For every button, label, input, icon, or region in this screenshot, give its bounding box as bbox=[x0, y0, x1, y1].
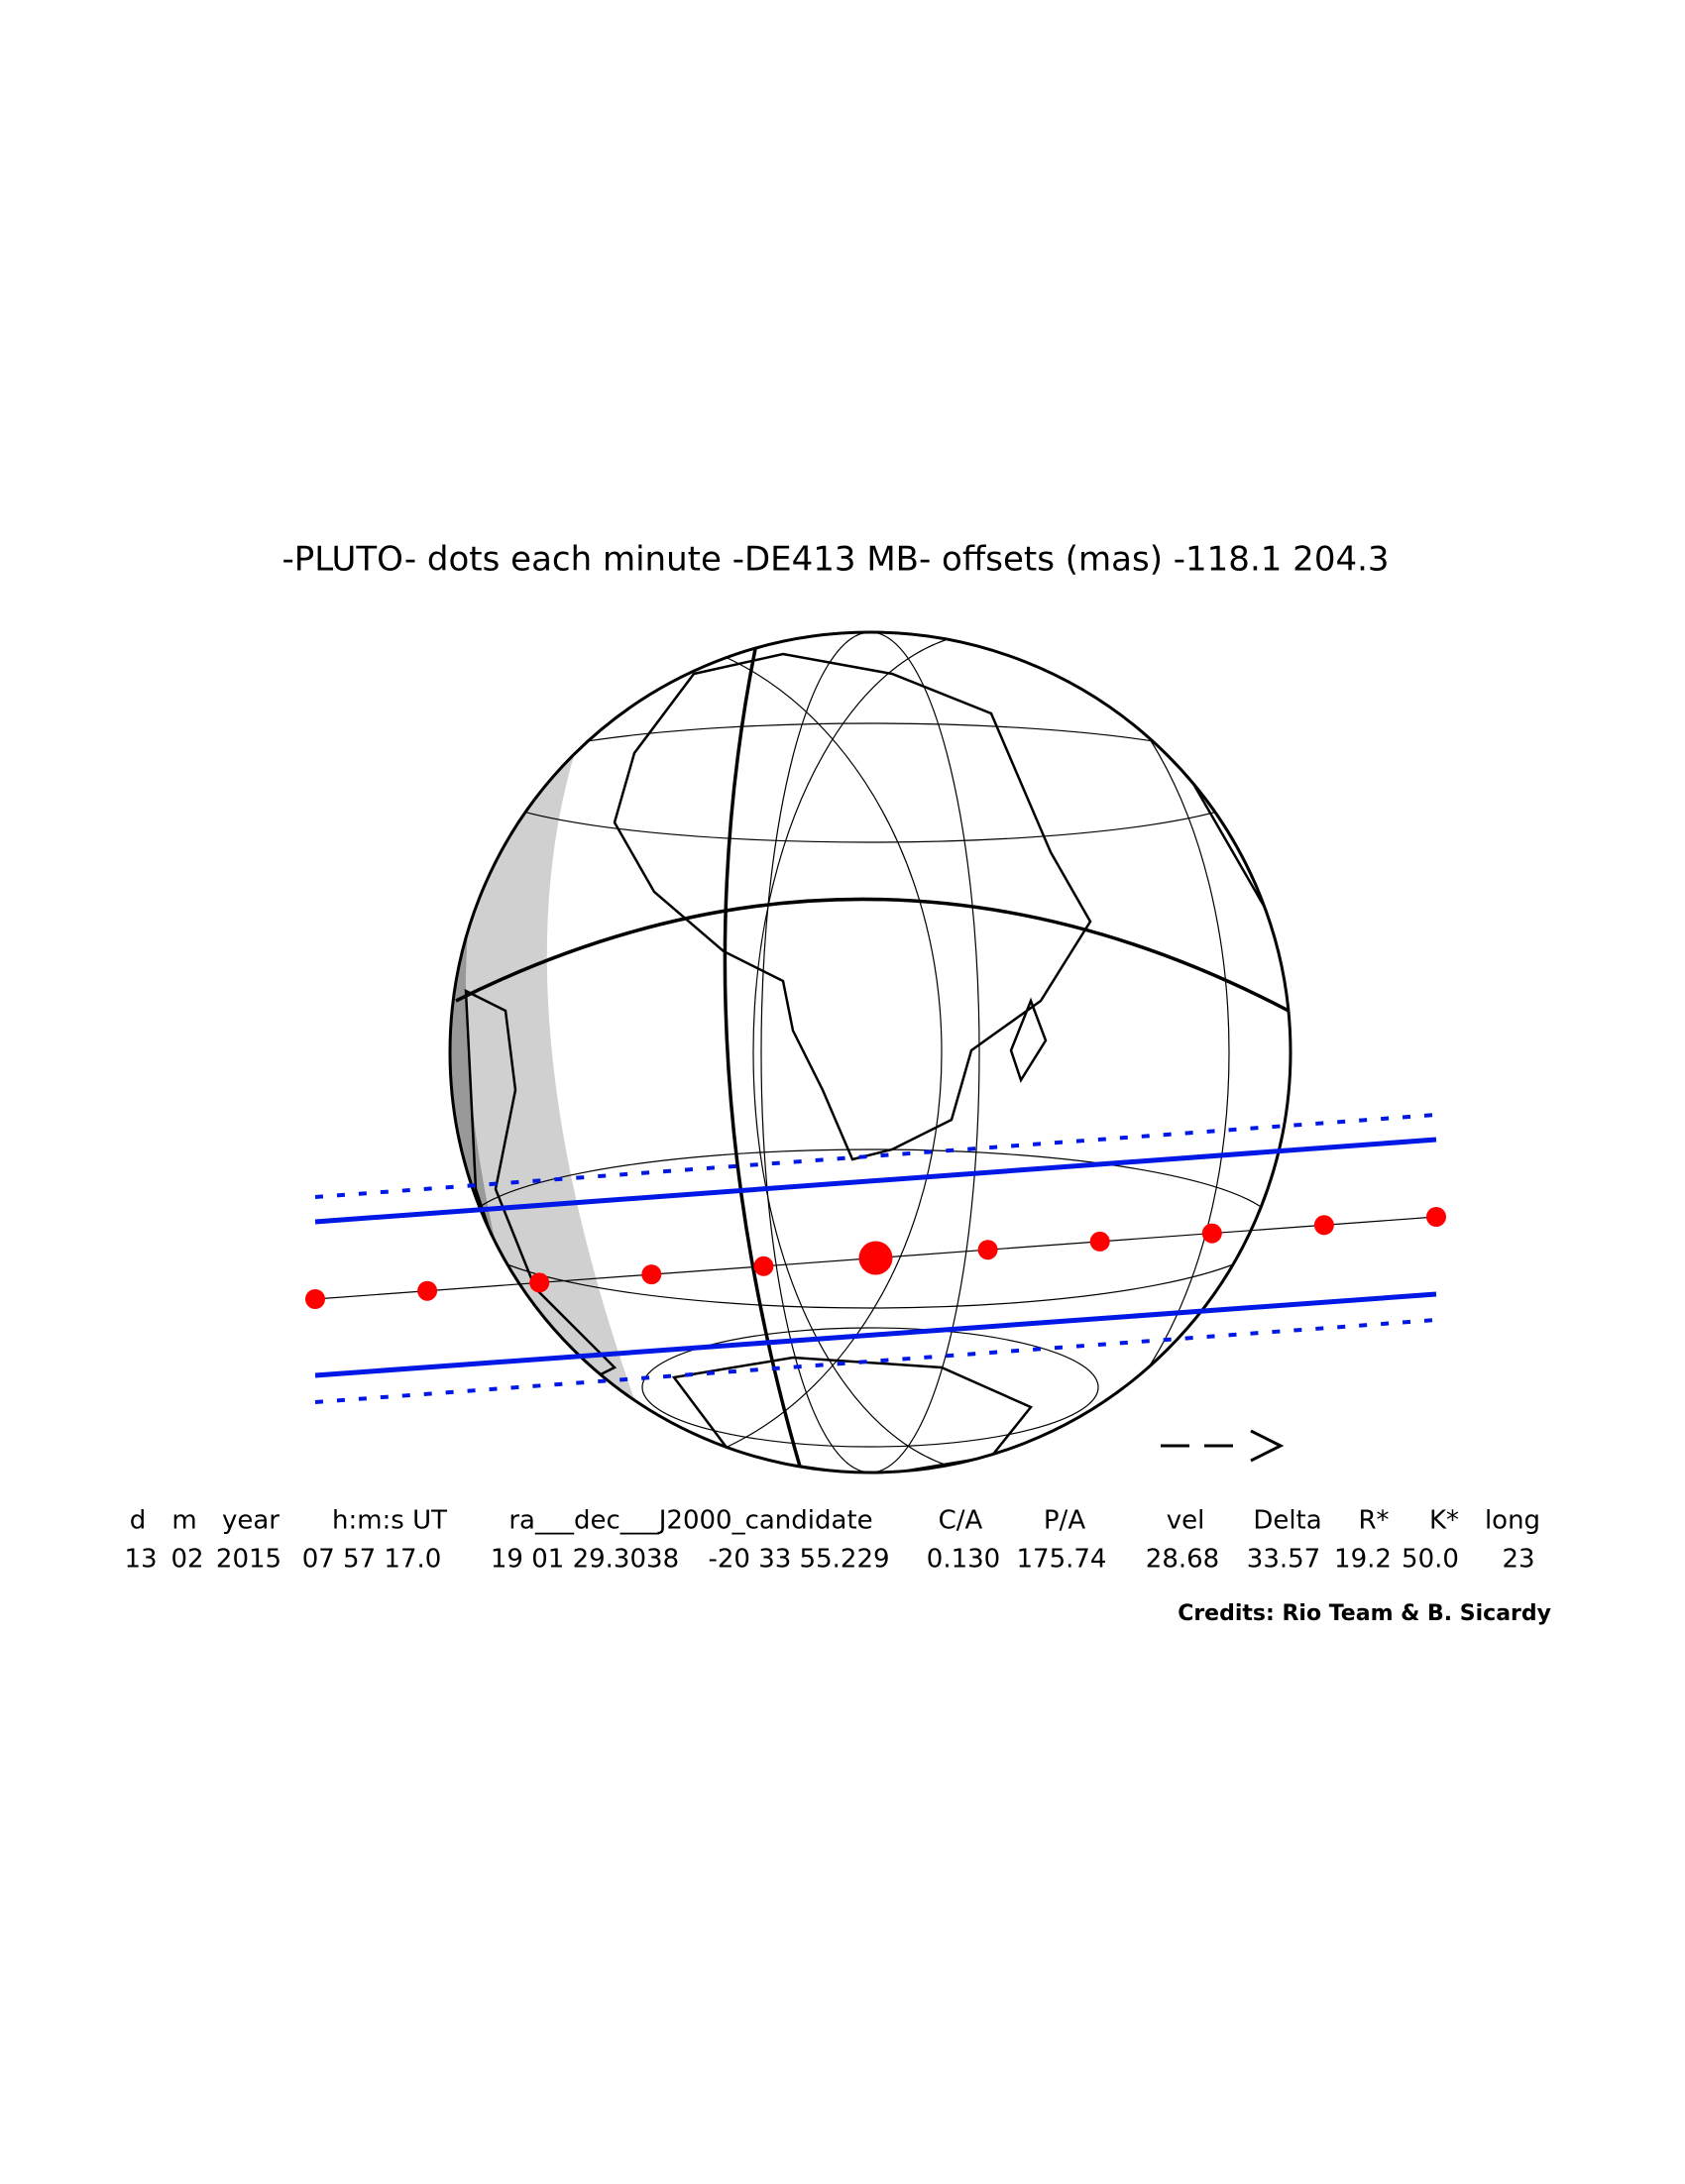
direction-arrow bbox=[1161, 1429, 1285, 1463]
table-header: P/A bbox=[1044, 1506, 1085, 1536]
twilight-shade bbox=[466, 644, 644, 1447]
minute-dot bbox=[1426, 1207, 1446, 1227]
central-meridian bbox=[723, 633, 805, 1473]
minute-dot bbox=[1201, 1223, 1222, 1244]
minute-dot bbox=[1313, 1215, 1334, 1236]
table-header: year bbox=[222, 1506, 280, 1536]
data-table: d m year h:m:s UT ra___dec___J2000_candidate… bbox=[124, 1506, 1540, 1575]
minute-dot bbox=[641, 1264, 662, 1285]
table-cell: -20 33 55.229 bbox=[708, 1545, 889, 1575]
globe-outline bbox=[448, 630, 1292, 1474]
minute-dots bbox=[305, 1207, 1446, 1309]
minute-dot bbox=[977, 1240, 998, 1260]
table-header: ra___dec___J2000_candidate bbox=[508, 1506, 872, 1536]
equator bbox=[455, 897, 1290, 1013]
table-cell: 23 bbox=[1502, 1545, 1534, 1575]
minute-dot bbox=[305, 1289, 325, 1309]
minute-dot bbox=[858, 1241, 893, 1275]
table-header: h:m:s UT bbox=[332, 1506, 447, 1536]
table-cell: 07 57 17.0 bbox=[302, 1545, 442, 1575]
table-cell: 19.2 bbox=[1334, 1545, 1392, 1575]
table-cell: 28.68 bbox=[1146, 1545, 1219, 1575]
minute-dot bbox=[417, 1280, 438, 1301]
table-header: d bbox=[130, 1506, 147, 1536]
table-cell: 2015 bbox=[216, 1545, 281, 1575]
table-header: vel bbox=[1167, 1506, 1205, 1536]
table-cell: 19 01 29.3038 bbox=[491, 1545, 679, 1575]
occultation-track bbox=[305, 1113, 1446, 1404]
table-cell: 175.74 bbox=[1017, 1545, 1107, 1575]
table-cell: 0.130 bbox=[927, 1545, 1000, 1575]
table-cell: 13 bbox=[124, 1545, 157, 1575]
table-header: Delta bbox=[1253, 1506, 1321, 1536]
minute-dot bbox=[1089, 1231, 1110, 1252]
upper-shadow-limit bbox=[314, 1137, 1437, 1225]
table-cell: 50.0 bbox=[1402, 1545, 1459, 1575]
globe-disk bbox=[450, 632, 1291, 1473]
credits: Credits: Rio Team & B. Sicardy bbox=[1178, 1601, 1551, 1626]
table-header: C/A bbox=[939, 1506, 983, 1536]
title: -PLUTO- dots each minute -DE413 MB- offs… bbox=[281, 540, 1389, 580]
minute-dot bbox=[529, 1272, 550, 1293]
lower-shadow-limit bbox=[314, 1291, 1437, 1378]
globe bbox=[448, 630, 1292, 1474]
table-header: K* bbox=[1429, 1506, 1459, 1536]
table-header: long bbox=[1485, 1506, 1540, 1536]
table-header: m bbox=[171, 1506, 196, 1536]
table-cell: 02 bbox=[170, 1545, 203, 1575]
table-cell: 33.57 bbox=[1247, 1545, 1320, 1575]
minute-dot bbox=[753, 1256, 774, 1276]
table-header: R* bbox=[1358, 1506, 1389, 1536]
